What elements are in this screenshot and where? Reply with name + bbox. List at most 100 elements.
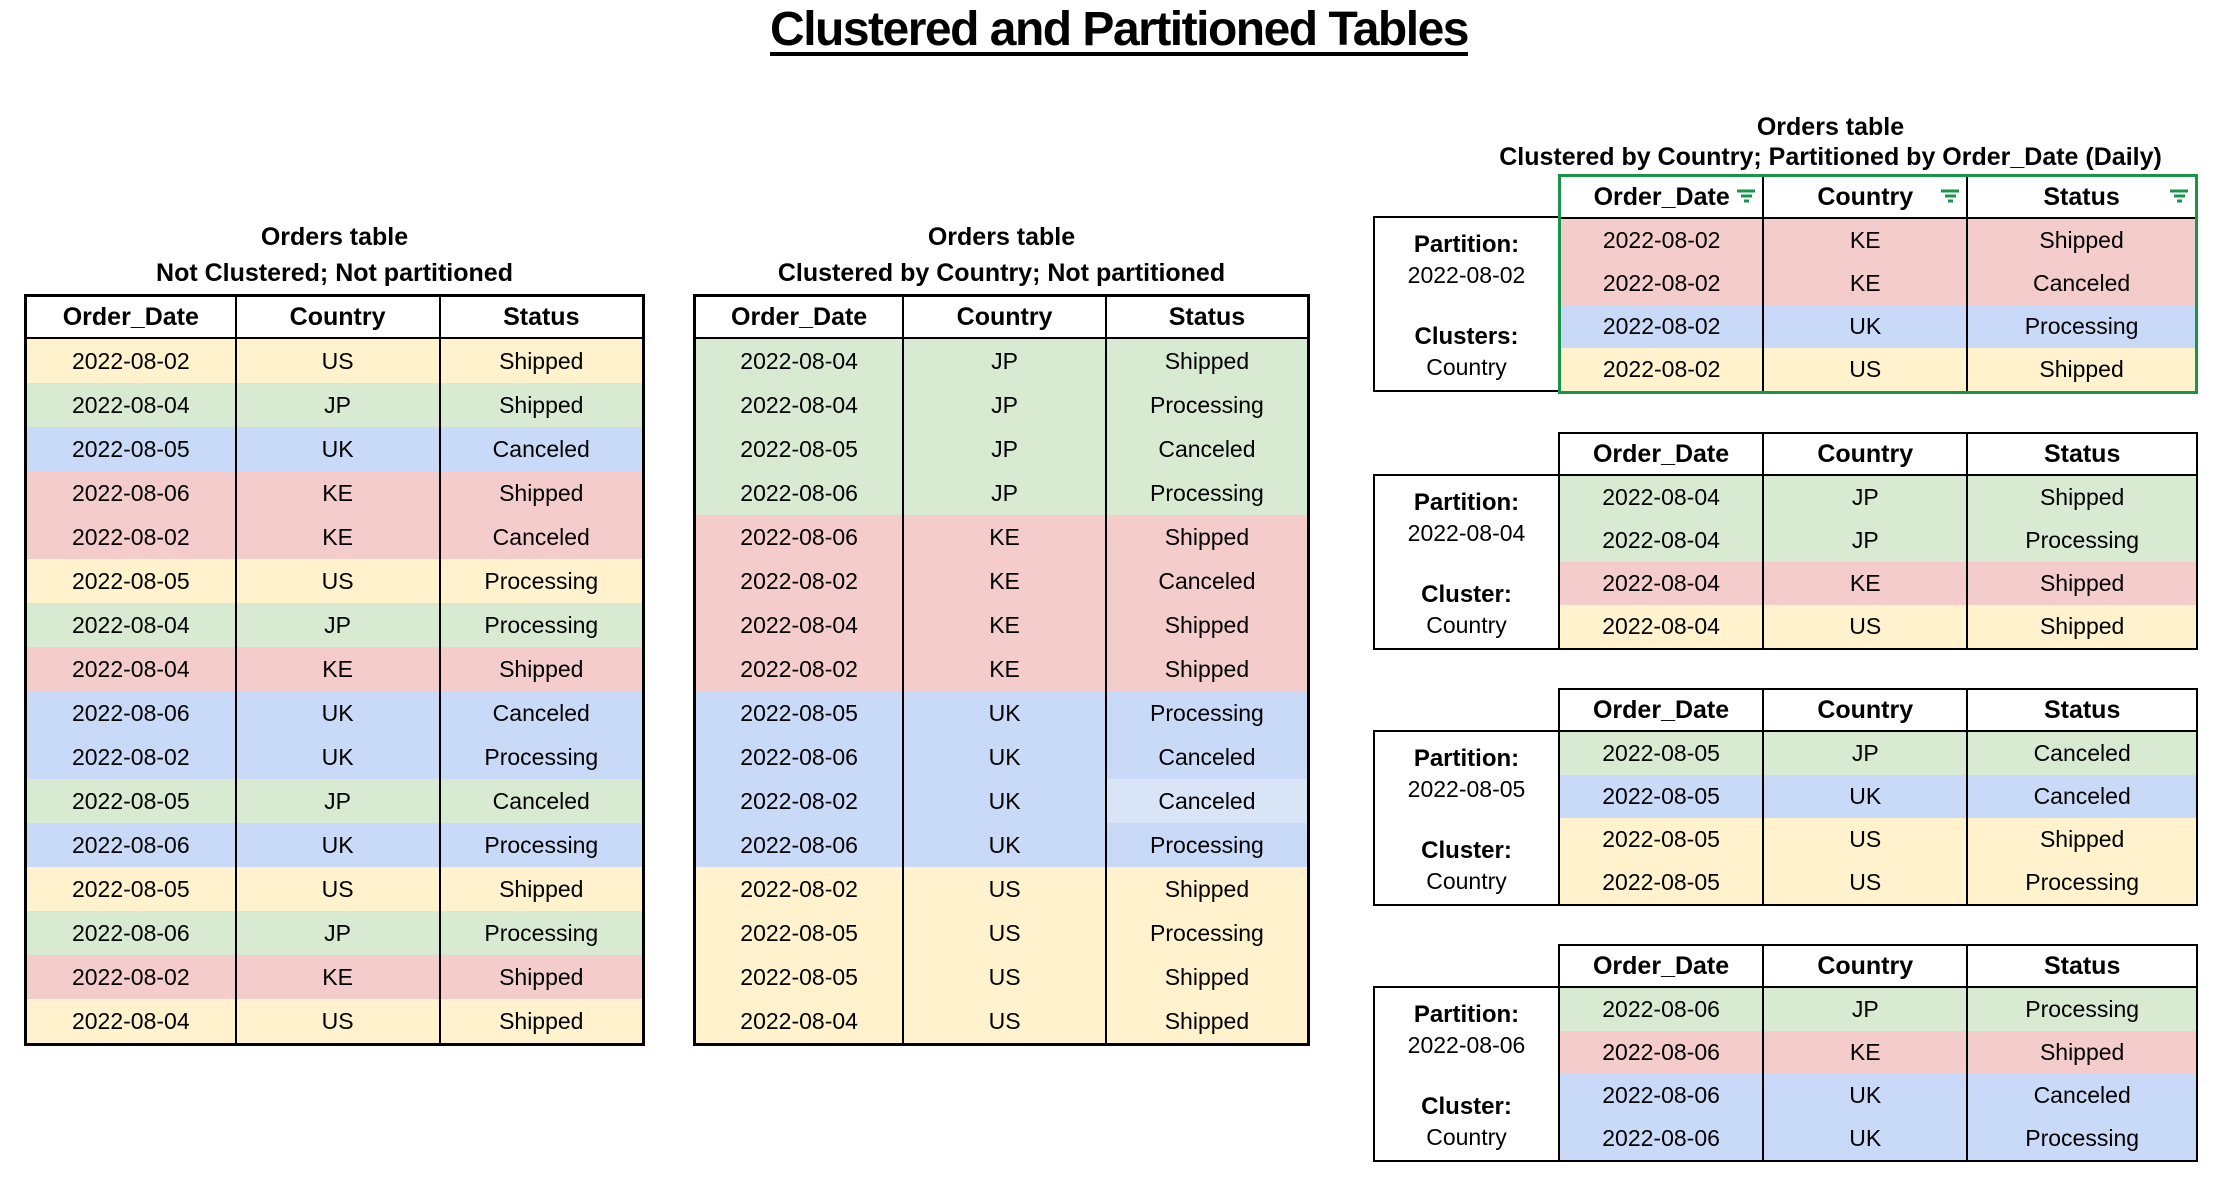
table-cell: US xyxy=(234,867,441,911)
partition-value: 2022-08-05 xyxy=(1407,776,1526,802)
table-cell: Canceled xyxy=(1966,731,2198,775)
table-cell: US xyxy=(234,999,441,1045)
column-header-status: Status xyxy=(438,294,645,339)
table-cell: Shipped xyxy=(438,867,645,911)
column-header-label: Order_Date xyxy=(731,302,868,331)
filter-icon[interactable] xyxy=(1940,189,1960,205)
table-cell: Processing xyxy=(1104,383,1310,427)
column-header-label: Country xyxy=(1817,951,1914,980)
table-cell: KE xyxy=(234,647,441,691)
table-cell: Shipped xyxy=(1104,999,1310,1045)
column-header-label: Status xyxy=(503,302,580,331)
table-cell: KE xyxy=(1762,562,1969,605)
table-row: 2022-08-06 UK Processing xyxy=(693,823,1310,867)
page-title: Clustered and Partitioned Tables xyxy=(0,2,2238,57)
table-cell: 2022-08-04 xyxy=(24,383,237,427)
table-cell: UK xyxy=(902,735,1107,779)
table-cell: 2022-08-02 xyxy=(693,867,905,911)
column-header-order_date: Order_Date xyxy=(1557,944,1765,988)
table-row: 2022-08-05 US Processing xyxy=(1557,861,2198,905)
table-cell: Canceled xyxy=(438,779,645,823)
column-header-label: Order_Date xyxy=(62,302,199,331)
table-row: 2022-08-02 UK Canceled xyxy=(693,779,1310,823)
table-cell: 2022-08-05 xyxy=(24,427,237,471)
filter-icon[interactable] xyxy=(1736,189,1756,205)
table-cell: JP xyxy=(234,383,441,427)
table-cell: Canceled xyxy=(1966,1074,2198,1117)
table-cell: JP xyxy=(902,427,1107,471)
table-cell: US xyxy=(902,999,1107,1045)
table-cell: 2022-08-06 xyxy=(1557,1074,1765,1117)
table-body: 2022-08-04 JP Shipped 2022-08-04 JP Processin… xyxy=(1557,475,2198,649)
table-cell: 2022-08-04 xyxy=(693,603,905,647)
table-cell: UK xyxy=(1762,305,1969,348)
table-cell: 2022-08-06 xyxy=(693,735,905,779)
table-cell: 2022-08-06 xyxy=(1557,1117,1765,1161)
table-cell: 2022-08-04 xyxy=(693,999,905,1045)
table-cell: JP xyxy=(234,911,441,955)
table-subtitle: Clustered by Country; Not partitioned xyxy=(777,259,1226,287)
table-cell: Processing xyxy=(1104,823,1310,867)
table-cell: 2022-08-02 xyxy=(24,515,237,559)
table-cell: KE xyxy=(1762,262,1969,305)
table-cell: 2022-08-05 xyxy=(1557,861,1765,905)
partition-table: Order_Date Country Status 2022-08-04 JP Ship… xyxy=(1557,432,2198,650)
table-cell: US xyxy=(234,338,441,383)
column-header-label: Order_Date xyxy=(1592,439,1730,468)
table-title: Orders table xyxy=(260,223,409,251)
table-row: 2022-08-06 UK Canceled xyxy=(1557,1074,2198,1117)
filter-icon[interactable] xyxy=(2169,189,2189,205)
table-row: 2022-08-02 US Shipped xyxy=(24,338,645,383)
table-cell: 2022-08-05 xyxy=(1557,775,1765,818)
table-cell: Shipped xyxy=(1104,338,1310,383)
table-row: 2022-08-02 KE Canceled xyxy=(24,515,645,559)
table-cell: 2022-08-02 xyxy=(1558,305,1765,348)
column-header-country: Country xyxy=(1762,174,1969,219)
partition-label-box: Partition: 2022-08-06 Cluster: Country xyxy=(1373,986,1558,1162)
table-cell: Shipped xyxy=(1966,218,2198,262)
table-row: 2022-08-02 UK Processing xyxy=(1558,305,2198,348)
table-cell: KE xyxy=(234,515,441,559)
table-cell: JP xyxy=(1762,475,1969,519)
table-cell: Canceled xyxy=(1104,735,1310,779)
table-cell: Processing xyxy=(1966,1117,2198,1161)
page-title-text: Clustered and Partitioned Tables xyxy=(770,3,1469,56)
table-cell: UK xyxy=(1762,1117,1969,1161)
table-cell: 2022-08-04 xyxy=(24,603,237,647)
table-row: 2022-08-05 UK Processing xyxy=(693,691,1310,735)
partition-table-wrap: Order_Date Country Status 2022-08-04 JP Ship… xyxy=(1557,432,2198,650)
table-cell: Shipped xyxy=(438,383,645,427)
table-cell: UK xyxy=(1762,1074,1969,1117)
table-row: 2022-08-04 KE Shipped xyxy=(24,647,645,691)
table-cell: 2022-08-04 xyxy=(24,647,237,691)
table-row: 2022-08-05 US Processing xyxy=(24,559,645,603)
table-group-partitioned: Orders table Clustered by Country; Parti… xyxy=(1373,112,2198,1180)
column-header-label: Country xyxy=(956,302,1053,331)
table-row: 2022-08-04 JP Shipped xyxy=(24,383,645,427)
partition-value: 2022-08-02 xyxy=(1407,262,1526,288)
table-cell: Processing xyxy=(1104,471,1310,515)
table-row: 2022-08-06 JP Processing xyxy=(1557,987,2198,1031)
table-cell: KE xyxy=(1762,1031,1969,1074)
table-cell: 2022-08-04 xyxy=(693,338,905,383)
partition-label: Partition: xyxy=(1413,745,1520,772)
partition-block-2022-08-02: Partition: 2022-08-02 Clusters: Country … xyxy=(1373,174,2198,394)
cluster-value: Country xyxy=(1426,612,1507,638)
partition-block-2022-08-06: Partition: 2022-08-06 Cluster: Country O… xyxy=(1373,944,2198,1162)
column-header-label: Status xyxy=(1168,302,1246,331)
table-cell: JP xyxy=(902,383,1107,427)
table-cell: 2022-08-02 xyxy=(1558,262,1765,305)
table-cell: Processing xyxy=(438,735,645,779)
table-cell: US xyxy=(902,955,1107,999)
column-header-label: Status xyxy=(2043,439,2121,468)
table-cell: Canceled xyxy=(438,515,645,559)
table-group-clustered: Orders table Clustered by Country; Not p… xyxy=(693,220,1310,1046)
partition-block-2022-08-04: Partition: 2022-08-04 Cluster: Country O… xyxy=(1373,432,2198,650)
table-cell: UK xyxy=(234,823,441,867)
cluster-info: Cluster: Country xyxy=(1421,836,1512,896)
table-cell: 2022-08-02 xyxy=(693,559,905,603)
table-cell: Shipped xyxy=(438,999,645,1045)
cluster-label: Cluster: xyxy=(1421,581,1512,608)
table-cell: Shipped xyxy=(1104,515,1310,559)
table-row: 2022-08-02 KE Shipped xyxy=(24,955,645,999)
